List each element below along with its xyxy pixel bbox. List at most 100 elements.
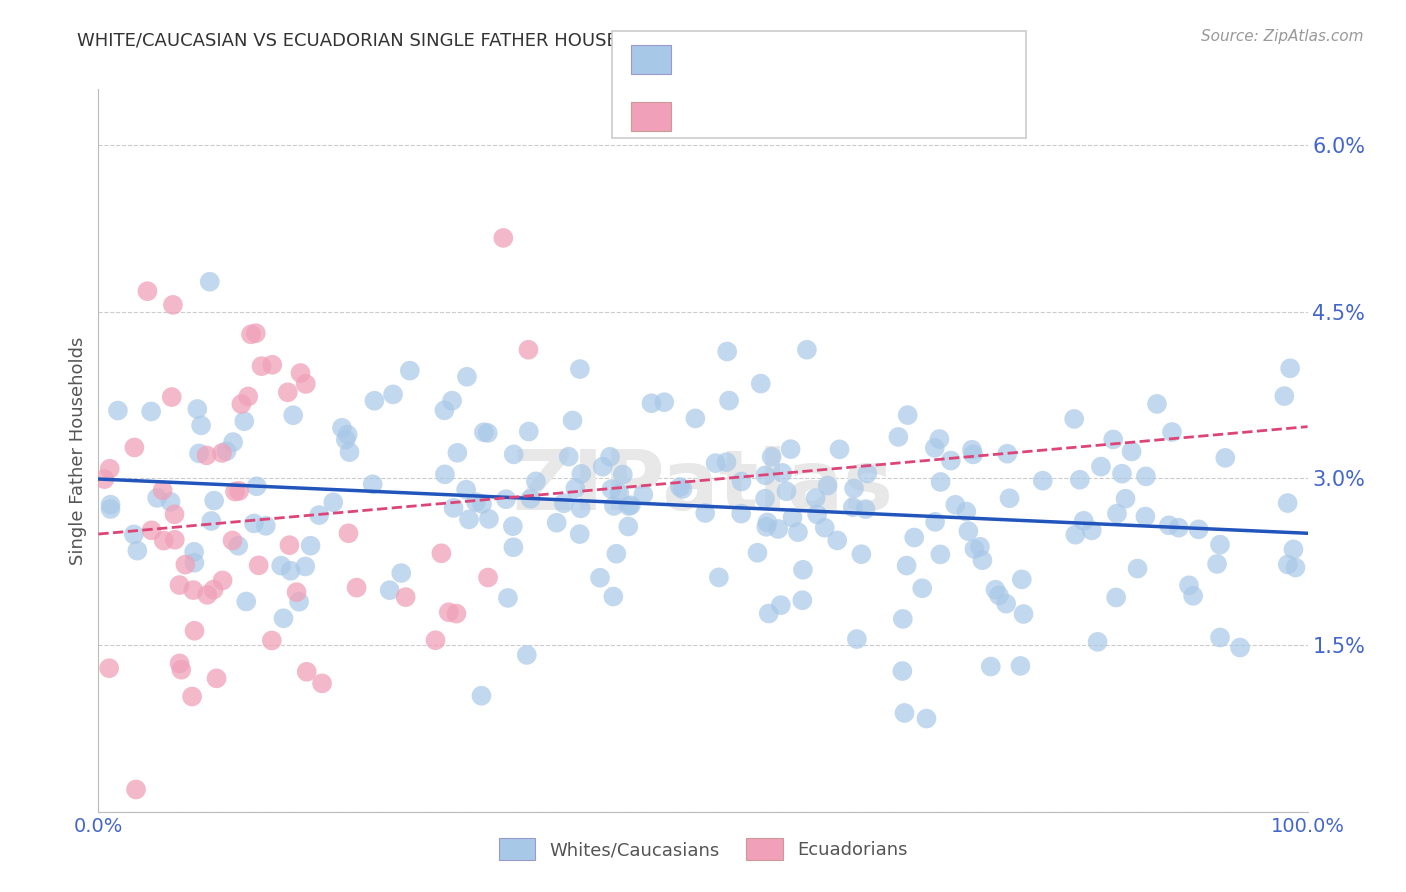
Text: -0.476: -0.476 xyxy=(731,50,800,69)
Point xyxy=(254,518,277,533)
Point xyxy=(769,598,792,612)
Point xyxy=(517,425,540,439)
Point xyxy=(617,519,640,533)
Point xyxy=(972,553,994,567)
Point xyxy=(704,456,727,470)
Point xyxy=(911,581,934,595)
Point xyxy=(152,533,174,548)
Point xyxy=(295,665,318,679)
Point xyxy=(960,442,983,457)
Point xyxy=(437,605,460,619)
Point xyxy=(278,538,301,552)
Point xyxy=(1178,578,1201,592)
Point xyxy=(1069,473,1091,487)
Point xyxy=(228,483,250,498)
Point xyxy=(294,559,316,574)
Point xyxy=(1279,361,1302,376)
Point xyxy=(806,508,828,522)
Point xyxy=(198,275,221,289)
Point xyxy=(995,597,1018,611)
Point xyxy=(1161,425,1184,439)
Point xyxy=(775,484,797,499)
Point xyxy=(231,397,253,411)
Y-axis label: Single Father Households: Single Father Households xyxy=(69,336,87,565)
Point xyxy=(221,533,243,548)
Point xyxy=(502,447,524,461)
Point xyxy=(718,393,741,408)
Point xyxy=(477,570,499,584)
Point xyxy=(761,450,783,464)
Point xyxy=(669,480,692,494)
Point xyxy=(1282,542,1305,557)
Point xyxy=(472,425,495,440)
Point xyxy=(441,393,464,408)
Point xyxy=(288,595,311,609)
Point xyxy=(754,468,776,483)
Point xyxy=(100,502,122,516)
Point xyxy=(787,525,810,540)
Point xyxy=(1209,631,1232,645)
Point xyxy=(127,543,149,558)
Point xyxy=(569,467,592,481)
Point xyxy=(136,284,159,298)
Point xyxy=(1146,397,1168,411)
Point xyxy=(174,558,197,572)
Point xyxy=(495,492,517,507)
Point xyxy=(378,583,401,598)
Point xyxy=(915,712,938,726)
Point xyxy=(779,442,801,456)
Point xyxy=(1187,522,1209,536)
Point xyxy=(796,343,818,357)
Point xyxy=(181,690,204,704)
Point xyxy=(1284,560,1306,574)
Point xyxy=(1011,573,1033,587)
Point xyxy=(749,376,772,391)
Point xyxy=(433,403,456,417)
Text: 0.106: 0.106 xyxy=(731,107,793,126)
Point xyxy=(202,582,225,597)
Point xyxy=(1087,635,1109,649)
Point xyxy=(1121,444,1143,458)
Text: 198: 198 xyxy=(849,50,890,69)
Point xyxy=(186,402,208,417)
Point xyxy=(122,527,145,541)
Point xyxy=(817,478,839,492)
Point xyxy=(1135,509,1157,524)
Point xyxy=(842,500,865,515)
Point xyxy=(233,414,256,428)
Point xyxy=(222,435,245,450)
Point xyxy=(1111,467,1133,481)
Point xyxy=(605,547,627,561)
Point xyxy=(247,558,270,573)
Point xyxy=(609,486,631,500)
Point xyxy=(425,633,447,648)
Point xyxy=(984,582,1007,597)
Point xyxy=(640,396,662,410)
Point xyxy=(592,459,614,474)
Point xyxy=(363,393,385,408)
Point xyxy=(814,521,837,535)
Point xyxy=(246,479,269,493)
Point xyxy=(969,540,991,554)
Point xyxy=(190,418,212,433)
Point xyxy=(569,501,592,516)
Point xyxy=(346,581,368,595)
Point xyxy=(943,498,966,512)
Point xyxy=(770,466,793,480)
Point xyxy=(963,541,986,556)
Point xyxy=(211,446,233,460)
Point xyxy=(492,231,515,245)
Point xyxy=(224,484,246,499)
Point xyxy=(855,502,877,516)
Point xyxy=(183,556,205,570)
Point xyxy=(1102,433,1125,447)
Point xyxy=(755,520,778,534)
Point xyxy=(195,588,218,602)
Point xyxy=(322,495,344,509)
Point xyxy=(716,344,738,359)
Point xyxy=(98,462,121,476)
Point xyxy=(311,676,333,690)
Point xyxy=(792,593,814,607)
Point xyxy=(893,706,915,720)
Point xyxy=(929,548,952,562)
